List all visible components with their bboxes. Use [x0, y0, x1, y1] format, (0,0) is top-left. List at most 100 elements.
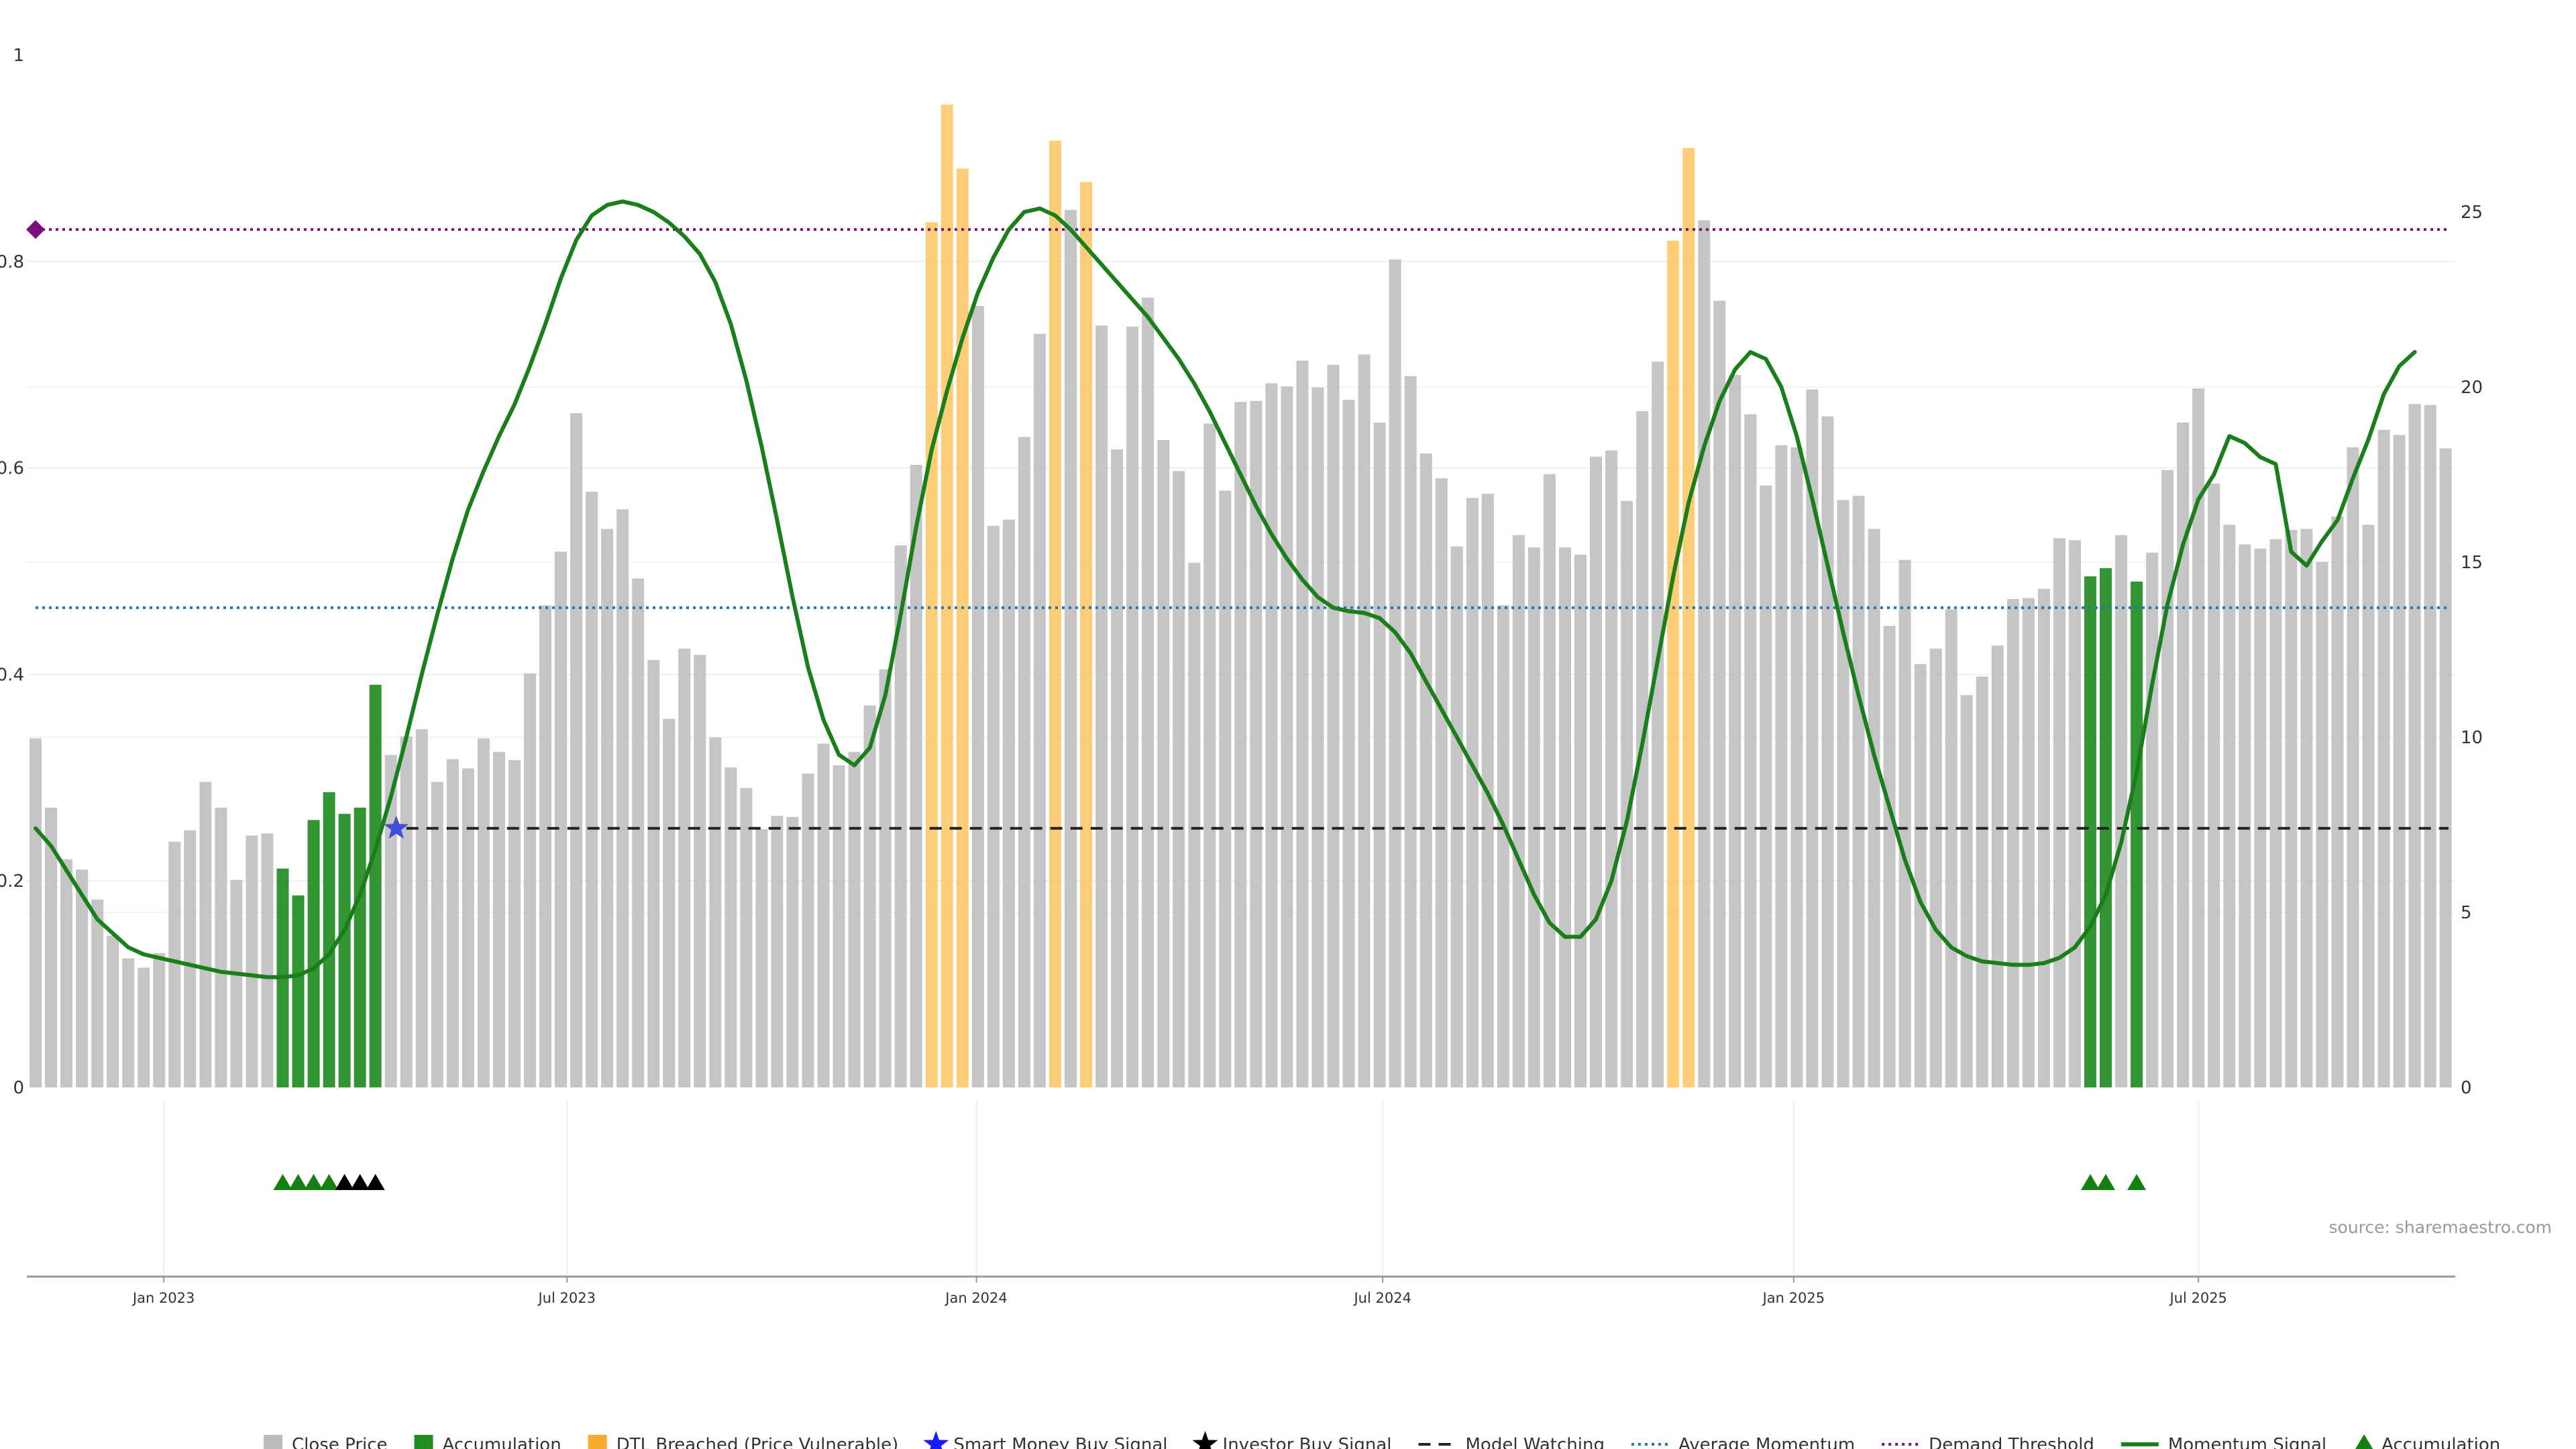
close-price-bar: [1729, 375, 1741, 1087]
close-price-bar: [1497, 605, 1509, 1087]
accumulation-triangle: [288, 1174, 308, 1190]
smart-money-buy-star: [384, 815, 409, 839]
dtl-breached-bar: [956, 168, 969, 1087]
close-price-bar: [168, 841, 181, 1087]
legend-label: Accumulation: [443, 1435, 561, 1449]
close-price-bar: [122, 958, 135, 1087]
close-price-bar: [1914, 664, 1927, 1087]
accumulation-triangle: [2127, 1174, 2147, 1190]
close-price-bar: [632, 578, 645, 1087]
accumulation-bar: [323, 792, 335, 1087]
close-price-bar: [1837, 500, 1849, 1087]
close-price-bar: [1002, 519, 1015, 1087]
close-price-bar: [910, 464, 922, 1087]
x-tick-label: Jan 2023: [131, 1290, 195, 1306]
close-price-bar: [1744, 414, 1757, 1087]
close-price-bar: [2285, 529, 2298, 1087]
dtl-breached-bar: [1080, 182, 1093, 1087]
close-price-bar: [2377, 429, 2390, 1087]
close-price-bar: [60, 859, 73, 1087]
legend-star-icon: [1192, 1431, 1218, 1449]
dtl-breached-bar: [1682, 148, 1695, 1087]
accumulation-bar: [2084, 576, 2096, 1087]
close-price-bar: [199, 782, 212, 1087]
source-note: source: sharemaestro.com: [2329, 1218, 2553, 1237]
y-right-tick-label: 5: [2461, 903, 2472, 923]
y-left-tick-label: 0.2: [0, 871, 24, 892]
close-price-bar: [400, 736, 413, 1087]
dtl-breached-bar: [925, 222, 938, 1087]
close-price-bar: [2053, 538, 2065, 1087]
accumulation-bar: [292, 895, 305, 1087]
close-price-bar: [1790, 447, 1803, 1087]
close-price-bar: [2439, 448, 2452, 1087]
close-price-bar: [1652, 362, 1664, 1087]
close-price-bar: [2424, 405, 2436, 1087]
legend-label: Momentum Signal: [2168, 1435, 2326, 1449]
reference-lines: [36, 228, 2449, 830]
close-price-bar: [771, 816, 784, 1087]
legend-item: Smart Money Buy Signal: [923, 1431, 1168, 1449]
close-price-bar: [1960, 695, 1973, 1087]
close-price-bar: [786, 816, 799, 1087]
close-price-bar: [1976, 676, 1988, 1087]
close-price-bar: [1821, 416, 1834, 1087]
close-price-bar: [1111, 449, 1124, 1087]
legend-item: DTL Breached (Price Vulnerable): [588, 1435, 898, 1449]
close-price-bar: [492, 751, 505, 1087]
close-price-bar: [1713, 301, 1726, 1088]
investor-triangle: [335, 1174, 354, 1190]
legend-swatch: [414, 1435, 433, 1449]
close-price-bar: [709, 737, 722, 1087]
close-price-bar: [663, 718, 676, 1087]
close-price-bar: [1590, 456, 1603, 1087]
signal-markers: [26, 220, 2147, 1190]
close-price-bar: [1466, 498, 1479, 1087]
legend-swatch: [264, 1435, 282, 1449]
close-price-bar: [1065, 209, 1077, 1088]
close-price-bar: [1450, 546, 1463, 1087]
close-price-bar: [138, 967, 150, 1087]
bars-layer: [30, 104, 2452, 1088]
close-price-bar: [755, 829, 768, 1087]
legend-label: Smart Money Buy Signal: [953, 1435, 1167, 1449]
close-price-bar: [1775, 445, 1788, 1087]
y-left-tick-label: 0.4: [0, 665, 24, 685]
legend-triangle-icon: [2355, 1434, 2373, 1449]
close-price-bar: [2115, 535, 2128, 1087]
legend-label: Close Price: [292, 1435, 388, 1449]
close-price-bar: [76, 869, 89, 1087]
close-price-bar: [2254, 548, 2267, 1087]
y-right-tick-label: 15: [2461, 553, 2483, 573]
close-price-bar: [2192, 388, 2205, 1088]
close-price-bar: [694, 655, 706, 1087]
close-price-bar: [2408, 404, 2421, 1087]
close-price-bar: [1852, 496, 1865, 1087]
y-left-tick-label: 0: [13, 1078, 24, 1098]
x-tick-label: Jul 2024: [1352, 1290, 1411, 1306]
accumulation-bar: [354, 807, 366, 1087]
close-price-bar: [261, 833, 274, 1087]
accumulation-bar: [2131, 581, 2143, 1087]
close-price-bar: [2161, 470, 2174, 1087]
close-price-bar: [523, 673, 536, 1087]
x-tick-label: Jul 2023: [537, 1290, 595, 1306]
close-price-bar: [1543, 474, 1556, 1087]
close-price-bar: [1311, 387, 1324, 1087]
close-price-bar: [1018, 437, 1030, 1087]
legend-star-icon: [923, 1431, 949, 1449]
legend-label: Model Watching: [1466, 1435, 1605, 1449]
close-price-bar: [1389, 259, 1401, 1088]
y-right-tick-label: 10: [2461, 728, 2483, 748]
legend: Close Price Accumulation DTL Breached (Pri…: [264, 1431, 2500, 1449]
close-price-bar: [153, 953, 166, 1087]
close-price-bar: [2006, 599, 2019, 1087]
close-price-bar: [1342, 400, 1355, 1087]
close-price-bar: [246, 835, 258, 1087]
close-price-bar: [879, 669, 892, 1087]
close-price-bar: [1883, 626, 1896, 1087]
momentum-signal-line: [34, 199, 2417, 979]
legend-item: Demand Threshold: [1882, 1435, 2094, 1449]
close-price-bar: [2208, 483, 2220, 1087]
close-price-bar: [30, 738, 42, 1087]
